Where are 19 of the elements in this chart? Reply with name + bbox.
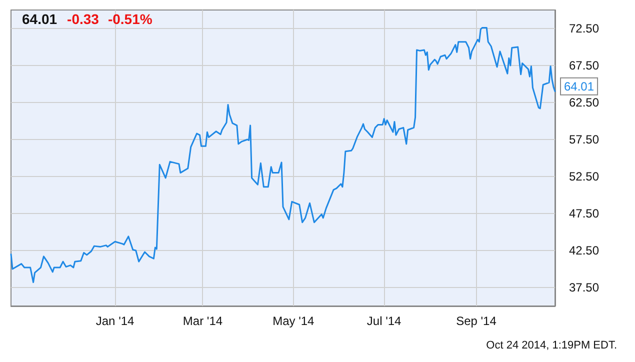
x-tick-label: Mar '14 <box>182 314 223 328</box>
data-label: 64.01 <box>564 79 594 94</box>
x-tick-label: May '14 <box>272 314 315 328</box>
chart-title: 64.01 <box>22 11 58 27</box>
y-tick-label: 57.50 <box>569 132 600 146</box>
y-tick-label: 42.50 <box>569 244 600 258</box>
y-tick-label: 72.50 <box>569 22 600 36</box>
x-tick-label: Jan '14 <box>96 314 135 328</box>
y-tick-label: 62.50 <box>569 96 600 110</box>
y-tick-label: 37.50 <box>569 280 600 294</box>
annotation: -0.33 <box>67 11 100 27</box>
text: Oct 24 2014, 1:19PM EDT. <box>486 340 618 352</box>
x-tick-label: Jul '14 <box>366 314 402 328</box>
line-series <box>10 27 556 284</box>
y-tick-label: 47.50 <box>569 206 600 220</box>
y-tick-label: 67.50 <box>569 58 600 72</box>
annotation: -0.51% <box>108 11 153 27</box>
y-tick-label: 52.50 <box>569 170 600 184</box>
x-tick-label: Sep '14 <box>456 314 497 328</box>
